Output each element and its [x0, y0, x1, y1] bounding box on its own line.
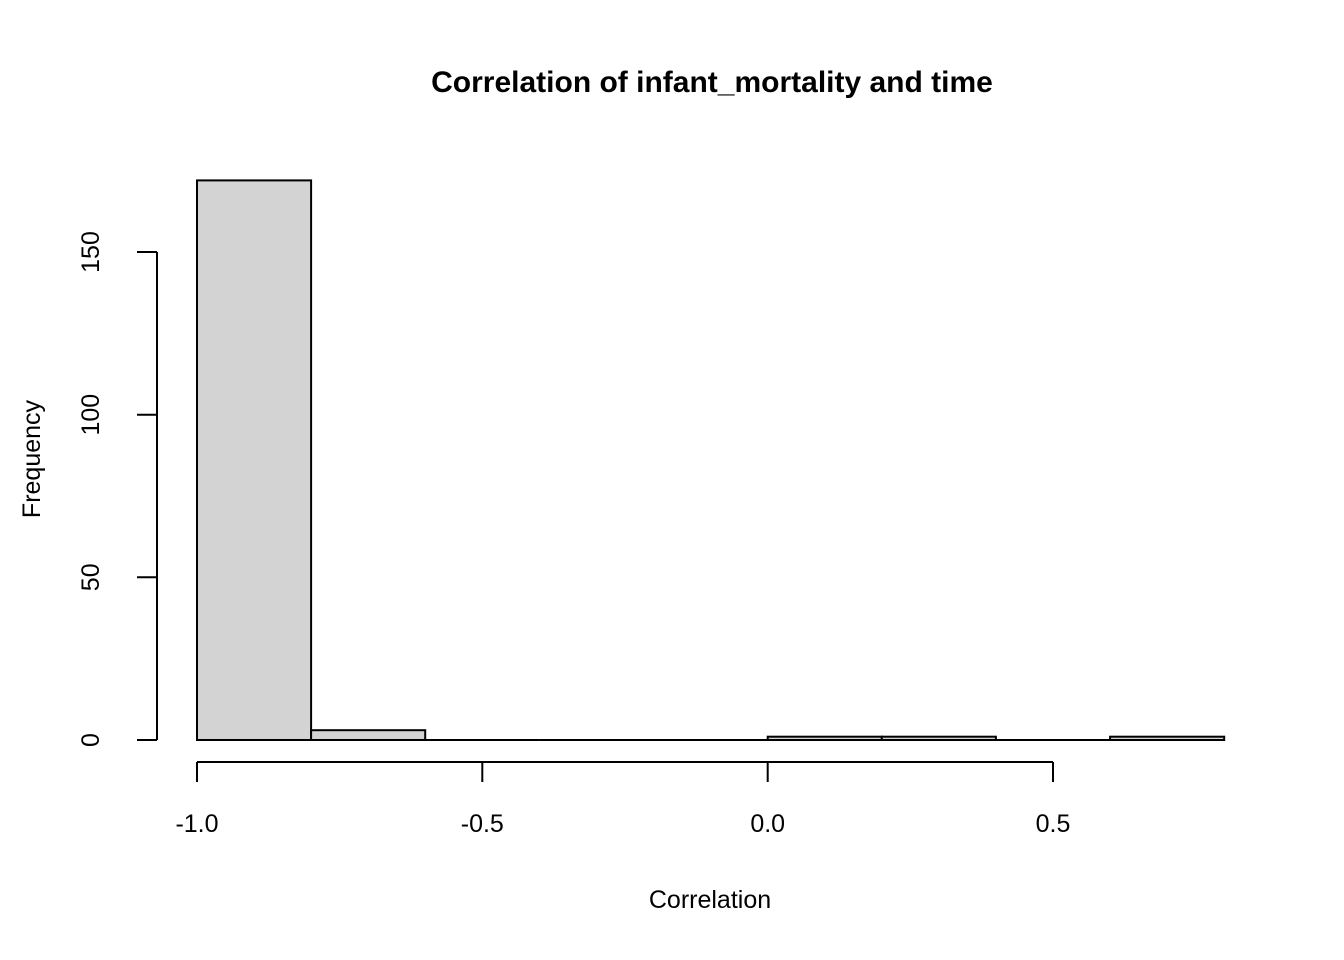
x-tick-label: -0.5: [461, 810, 504, 838]
histogram-bar: [1109, 735, 1226, 742]
x-tick-label: 0.5: [1036, 810, 1071, 838]
x-tick-label: -1.0: [175, 810, 218, 838]
x-axis-label: Correlation: [649, 886, 771, 914]
histogram-bar: [196, 179, 313, 741]
y-axis-label: Frequency: [18, 399, 46, 518]
histogram-bar: [310, 729, 427, 742]
y-tick-label: 150: [77, 231, 105, 273]
axes: 0 50 100 150 -1.0 -0.5 0.0 0.5: [77, 231, 1071, 838]
chart-title: Correlation of infant_mortality and time: [431, 66, 993, 99]
histogram-bar: [880, 735, 997, 742]
y-tick-label: 50: [77, 563, 105, 591]
y-tick-label: 0: [77, 733, 105, 747]
x-tick-label: 0.0: [750, 810, 785, 838]
y-tick-label: 100: [77, 394, 105, 436]
histogram-bars: [196, 179, 1226, 742]
histogram-bar: [766, 735, 883, 742]
